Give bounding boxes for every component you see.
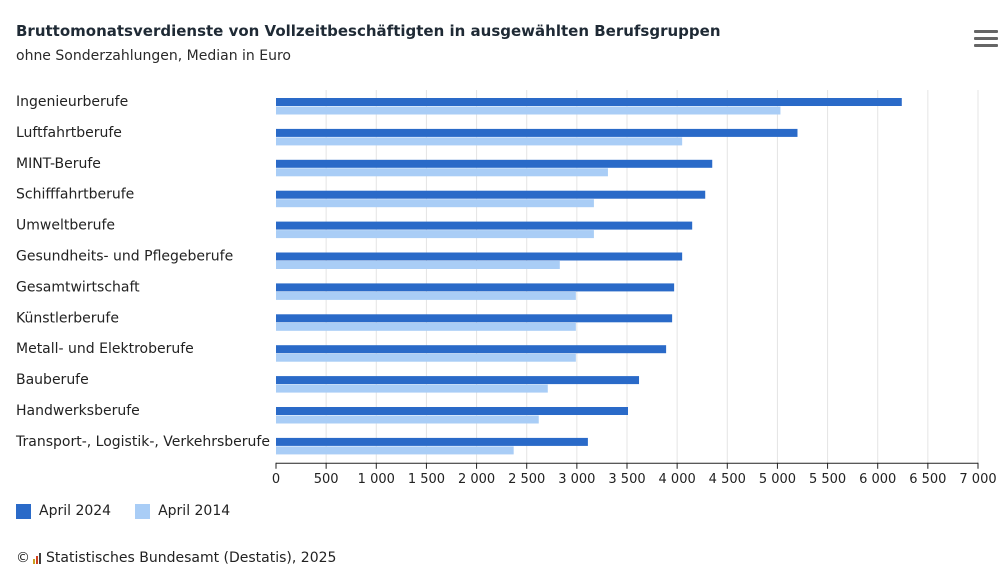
x-tick-label: 3 000 bbox=[558, 472, 595, 487]
destatis-logo-icon bbox=[33, 552, 42, 564]
bar-april-2014 bbox=[276, 261, 560, 269]
legend-swatch-2014 bbox=[135, 503, 151, 519]
category-label: Bauberufe bbox=[16, 372, 89, 388]
bar-april-2014 bbox=[276, 230, 594, 239]
x-tick-label: 500 bbox=[314, 472, 339, 487]
x-tick-label: 5 000 bbox=[759, 472, 796, 487]
x-tick-label: 5 500 bbox=[809, 472, 846, 487]
category-label: Umweltberufe bbox=[16, 218, 115, 234]
bar-chart: Ingenieurberufe Luftfahrtberufe MINT-Beruf… bbox=[15, 90, 997, 487]
bar-april-2024 bbox=[276, 314, 673, 323]
copyright-symbol: © bbox=[16, 550, 30, 566]
bar-april-2014 bbox=[276, 446, 514, 455]
bar-april-2024 bbox=[276, 376, 640, 385]
bar-april-2024 bbox=[276, 407, 629, 415]
bar-april-2014 bbox=[276, 199, 594, 208]
bar-april-2014 bbox=[276, 291, 576, 300]
legend: April 2024 April 2014 bbox=[16, 503, 254, 519]
bar-april-2014 bbox=[276, 322, 576, 331]
category-label: Luftfahrtberufe bbox=[16, 125, 122, 141]
bar-april-2014 bbox=[276, 168, 608, 177]
category-label: Ingenieurberufe bbox=[16, 94, 128, 110]
legend-label-2024: April 2024 bbox=[39, 503, 112, 519]
x-tick-label: 1 000 bbox=[358, 472, 395, 487]
x-tick-label: 7 000 bbox=[959, 472, 996, 487]
category-label: MINT-Berufe bbox=[16, 156, 101, 172]
bar-april-2014 bbox=[276, 415, 539, 424]
x-tick-label: 1 500 bbox=[408, 472, 445, 487]
bar-april-2024 bbox=[276, 98, 902, 106]
legend-label-2014: April 2014 bbox=[158, 503, 231, 519]
category-label: Gesundheits- und Pflegeberufe bbox=[16, 249, 233, 265]
legend-item-april-2024[interactable]: April 2024 bbox=[16, 503, 111, 519]
x-tick-label: 2 000 bbox=[458, 472, 495, 487]
legend-item-april-2014[interactable]: April 2014 bbox=[135, 503, 230, 519]
category-label: Handwerksberufe bbox=[16, 403, 140, 419]
bar-april-2014 bbox=[276, 106, 781, 115]
category-label: Künstlerberufe bbox=[16, 310, 119, 326]
x-tick-label: 4 500 bbox=[709, 472, 746, 487]
bar-april-2024 bbox=[276, 252, 683, 261]
category-label: Schifffahrtberufe bbox=[16, 187, 134, 203]
bar-april-2014 bbox=[276, 353, 576, 362]
legend-swatch-2024 bbox=[16, 503, 31, 519]
bar-april-2014 bbox=[276, 137, 683, 146]
hamburger-menu-icon[interactable] bbox=[974, 30, 998, 52]
x-tick-label: 0 bbox=[272, 472, 280, 487]
bar-april-2024 bbox=[276, 128, 798, 137]
bar-april-2024 bbox=[276, 345, 667, 354]
category-label: Gesamtwirtschaft bbox=[16, 279, 140, 295]
bar-april-2024 bbox=[276, 221, 693, 230]
credit-text: Statistisches Bundesamt (Destatis), 2025 bbox=[46, 550, 337, 566]
category-label: Metall- und Elektroberufe bbox=[16, 341, 194, 357]
x-tick-label: 6 000 bbox=[859, 472, 896, 487]
x-tick-label: 2 500 bbox=[508, 472, 545, 487]
bar-april-2024 bbox=[276, 283, 675, 292]
x-tick-label: 3 500 bbox=[608, 472, 645, 487]
x-tick-label: 6 500 bbox=[909, 472, 946, 487]
bar-april-2024 bbox=[276, 159, 713, 168]
chart-title: Bruttomonatsverdienste von Vollzeitbesch… bbox=[16, 22, 721, 40]
bar-april-2024 bbox=[276, 190, 706, 199]
bar-april-2014 bbox=[276, 384, 548, 393]
category-label: Transport-, Logistik-, Verkehrsberufe bbox=[15, 434, 270, 450]
bar-april-2024 bbox=[276, 437, 588, 446]
chart-subtitle: ohne Sonderzahlungen, Median in Euro bbox=[16, 48, 291, 64]
credit: © Statistisches Bundesamt (Destatis), 20… bbox=[16, 550, 336, 566]
x-tick-label: 4 000 bbox=[659, 472, 696, 487]
